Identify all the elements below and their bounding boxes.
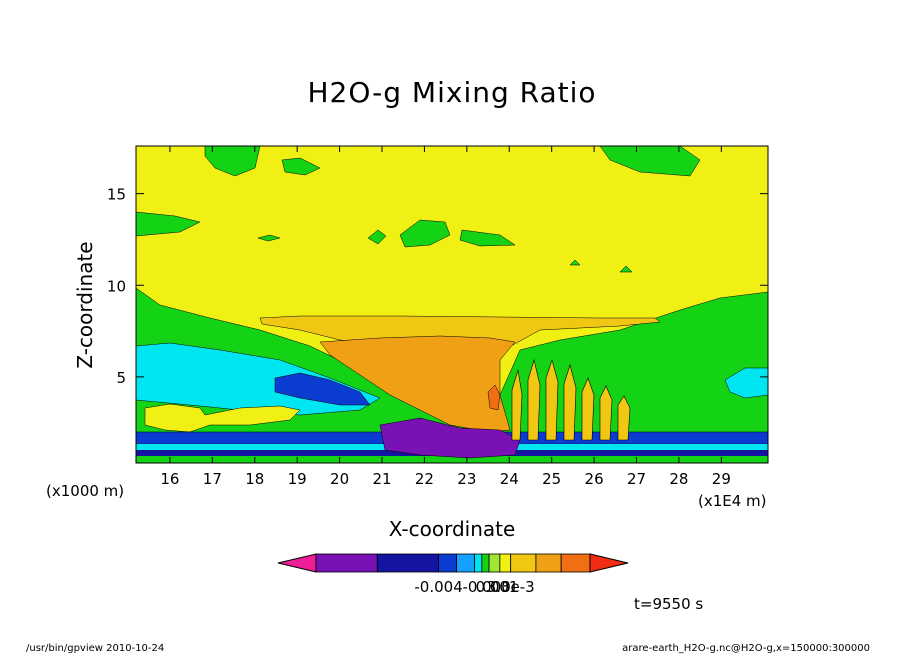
x-tick-label: 17 <box>203 470 222 488</box>
colorbar-high-triangle <box>589 553 629 573</box>
green-small-3 <box>569 259 581 266</box>
colorbar-box <box>474 553 483 573</box>
x-axis-ticks: 16 17 18 19 20 21 22 23 24 25 26 27 28 29 <box>160 146 731 488</box>
x-tick-label: 27 <box>627 470 646 488</box>
colorbar <box>277 553 629 573</box>
colorbar-box <box>376 553 439 573</box>
y-tick-label: 15 <box>107 186 126 204</box>
colorbar-box <box>560 553 591 573</box>
colorbar-box <box>535 553 562 573</box>
colorbar-box <box>456 553 476 573</box>
colorbar-tick-label: 0.001 <box>476 578 519 596</box>
time-annotation: t=9550 s <box>634 595 703 613</box>
anvil-light <box>259 315 661 356</box>
colorbar-box <box>510 553 537 573</box>
green-small-4 <box>619 265 633 273</box>
footer-right: arare-earth_H2O-g.nc@H2O-g,x=150000:3000… <box>622 643 870 654</box>
colorbar-tick-label: -0.000 <box>462 578 510 596</box>
anvil-core <box>487 384 501 411</box>
colorbar-tick-label: -0.004 <box>414 578 462 596</box>
x-tick-label: 26 <box>585 470 604 488</box>
green-band-mid-2 <box>459 229 516 247</box>
y-tick-label: 5 <box>116 369 126 387</box>
colorbar-box <box>481 553 490 573</box>
yellow-lower-left <box>144 403 301 433</box>
purple-under-storm <box>379 417 521 459</box>
y-axis-ticks: 5 10 15 <box>107 186 768 387</box>
colorbar-box <box>315 553 378 573</box>
rain-streaks <box>511 358 631 441</box>
x-tick-label: 22 <box>415 470 434 488</box>
x-tick-label: 24 <box>500 470 519 488</box>
colorbar-low-triangle <box>277 553 317 573</box>
x-tick-label: 20 <box>330 470 349 488</box>
top-green-blob-2 <box>281 157 321 176</box>
blue-blob <box>274 372 371 406</box>
green-small-1 <box>257 234 281 242</box>
x-tick-label: 23 <box>457 470 476 488</box>
anvil-orange <box>319 335 516 433</box>
green-band-mid <box>399 219 451 248</box>
colorbar-tick-label: 3.3e-3 <box>487 578 535 596</box>
chart-title: H2O-g Mixing Ratio <box>307 76 596 109</box>
y-tick-label: 10 <box>107 277 126 295</box>
green-ground <box>136 456 768 463</box>
x-axis-label: X-coordinate <box>389 517 516 541</box>
x-tick-label: 18 <box>245 470 264 488</box>
green-small-2 <box>367 229 387 245</box>
colorbar-box <box>499 553 512 573</box>
x-tick-label: 29 <box>712 470 731 488</box>
contour-field <box>135 145 769 464</box>
x-unit-note: (x1000 m) <box>46 482 124 500</box>
plot-frame <box>135 145 769 464</box>
colorbar-box <box>438 553 458 573</box>
x-tick-label: 25 <box>542 470 561 488</box>
colorbar-box <box>488 553 501 573</box>
x-tick-label: 16 <box>160 470 179 488</box>
y-axis-label: Z-coordinate <box>73 241 97 368</box>
x-tick-label: 28 <box>669 470 688 488</box>
x-tick-label: 21 <box>372 470 391 488</box>
x-tick-label: 19 <box>288 470 307 488</box>
footer-left: /usr/bin/gpview 2010-10-24 <box>26 643 164 654</box>
x-scale-note: (x1E4 m) <box>698 492 767 510</box>
